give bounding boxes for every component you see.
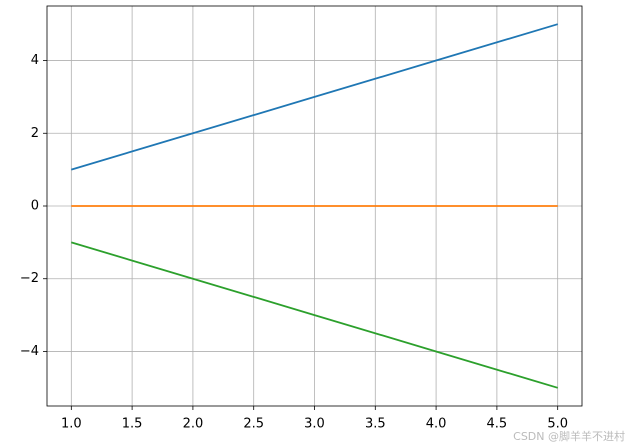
x-tick-label: 4.0 xyxy=(426,417,447,432)
line-series xyxy=(71,241,558,389)
x-tick-label: 2.5 xyxy=(243,417,264,432)
y-tick-label: 2 xyxy=(31,126,39,141)
x-tick-label: 4.5 xyxy=(487,417,508,432)
y-tick-label: −4 xyxy=(20,344,39,359)
plot-frame xyxy=(46,5,583,407)
x-tick-label: 1.5 xyxy=(122,417,143,432)
y-tick-label: −2 xyxy=(20,271,39,286)
x-tick-label: 5.0 xyxy=(547,417,568,432)
x-tick-label: 3.0 xyxy=(304,417,325,432)
x-tick-label: 2.0 xyxy=(183,417,204,432)
x-tick-label: 3.5 xyxy=(365,417,386,432)
y-tick-label: 0 xyxy=(31,199,39,214)
line-series xyxy=(71,23,558,171)
watermark: CSDN @脚羊羊不进村 xyxy=(513,429,625,443)
y-tick-label: 4 xyxy=(31,53,39,68)
x-tick-label: 1.0 xyxy=(61,417,82,432)
